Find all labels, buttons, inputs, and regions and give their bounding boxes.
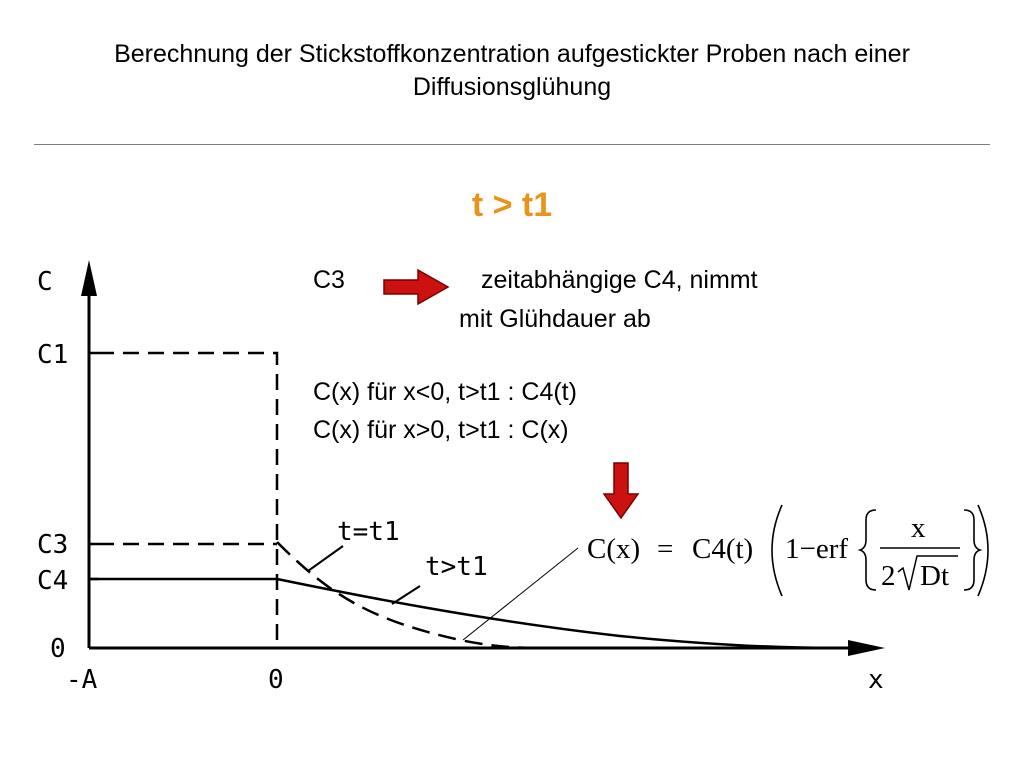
x-axis <box>89 640 885 656</box>
formula-one-minus-erf: 1−erf <box>785 533 848 565</box>
y-axis <box>81 260 97 648</box>
label-pointer-t-gt-t1 <box>391 585 421 605</box>
right-brace <box>963 509 983 591</box>
right-paren <box>977 504 989 597</box>
erf-formula: C(x) = C4(t) 1−erf x 2 Dt <box>587 504 989 597</box>
left-paren <box>771 504 783 597</box>
slide-title-line-1: Berechnung der Stickstoffkonzentration a… <box>114 40 910 68</box>
left-brace <box>857 509 877 591</box>
x-tick-minus-a: -A <box>66 665 98 695</box>
y-tick-c4: C4 <box>37 566 68 596</box>
formula-lhs: C(x) <box>587 533 640 565</box>
formula-numerator: x <box>911 512 926 544</box>
profile-t-eq-t1 <box>276 541 541 650</box>
y-tick-c3: C3 <box>37 530 68 560</box>
right-arrow-icon <box>383 268 450 306</box>
y-tick-c1: C1 <box>37 340 68 370</box>
slide-title-line-2: Diffusionsglühung <box>412 73 612 101</box>
arrow-text-line-1: zeitabhängige C4, nimmt <box>481 266 758 294</box>
c3-label: C3 <box>313 266 345 294</box>
x-tick-zero: 0 <box>268 665 284 695</box>
formula-c4t: C4(t) <box>692 533 753 565</box>
y-axis-label: C <box>37 267 53 297</box>
slide-title: Berechnung der Stickstoffkonzentration a… <box>0 38 1024 104</box>
sqrt-sign <box>897 555 958 591</box>
down-arrow-icon <box>602 462 640 520</box>
y-tick-zero: 0 <box>50 634 66 664</box>
x-axis-label: x <box>868 665 884 695</box>
curve-label-t-eq-t1: t=t1 <box>337 517 400 547</box>
formula-denominator-two: 2 <box>881 560 896 592</box>
formula-equals: = <box>657 533 673 565</box>
curve-label-t-gt-t1: t>t1 <box>425 552 488 582</box>
formula-denominator-dt: Dt <box>920 560 949 592</box>
formula-connector-line <box>462 547 579 641</box>
condition-line-1: C(x) für x<0, t>t1 : C4(t) <box>313 378 577 406</box>
slide-subtitle: t > t1 <box>471 186 553 224</box>
condition-line-2: C(x) für x>0, t>t1 : C(x) <box>313 416 569 444</box>
title-divider <box>34 144 990 145</box>
profile-t-gt-t1 <box>89 577 841 650</box>
initial-profile-c1 <box>98 351 279 648</box>
label-pointer-t-eq-t1 <box>307 545 344 572</box>
arrow-text-line-2: mit Glühdauer ab <box>459 305 651 333</box>
